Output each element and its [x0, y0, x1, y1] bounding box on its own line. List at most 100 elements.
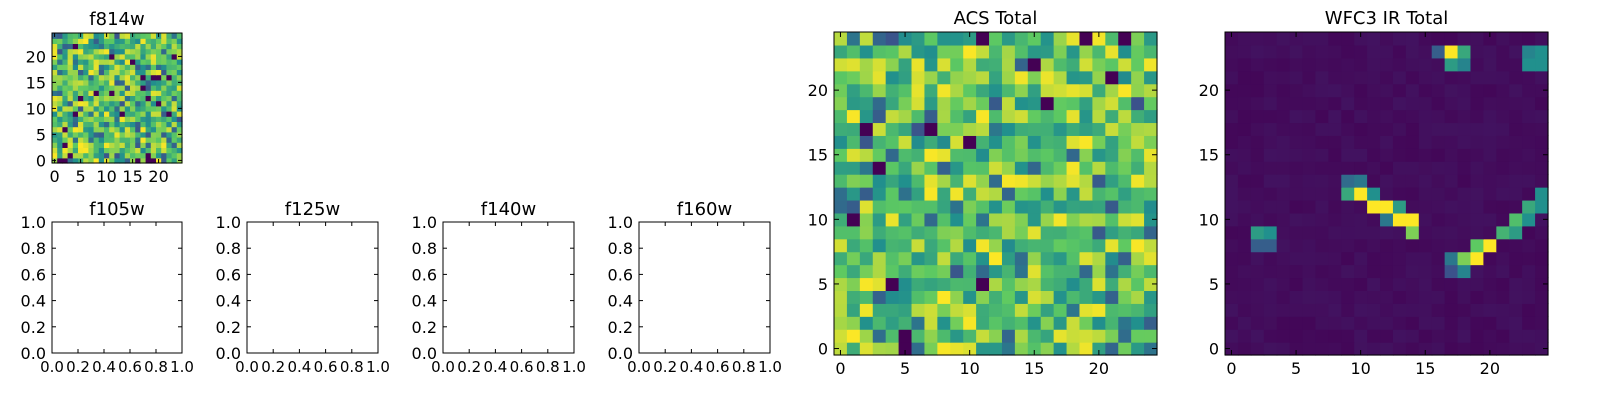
heatmap-cell — [1092, 277, 1106, 291]
y-tick-label: 10 — [1199, 210, 1219, 229]
heatmap-cell — [166, 74, 173, 81]
y-tick-label: 0 — [36, 151, 46, 170]
heatmap-cell — [114, 137, 121, 143]
heatmap-cell — [135, 147, 141, 154]
heatmap-cell — [1237, 277, 1252, 291]
heatmap-cell — [161, 74, 167, 81]
heatmap-cell — [1289, 342, 1304, 356]
heatmap-cell — [1328, 251, 1342, 266]
heatmap-cell — [1354, 32, 1368, 46]
heatmap-cell — [1131, 161, 1145, 175]
heatmap-cell — [67, 59, 74, 65]
heatmap-cell — [119, 85, 126, 91]
heatmap-cell — [104, 121, 110, 128]
heatmap-cell — [119, 64, 126, 70]
heatmap-cell — [1354, 290, 1368, 304]
heatmap-cell — [124, 152, 131, 159]
heatmap-cell — [1079, 290, 1093, 304]
heatmap-cell — [83, 43, 89, 50]
heatmap-cell — [1522, 212, 1536, 227]
heatmap-cell — [1250, 161, 1265, 175]
heatmap-cell — [924, 44, 938, 59]
heatmap-cell — [1302, 148, 1317, 162]
heatmap-cell — [1001, 212, 1016, 227]
heatmap-cell — [1341, 57, 1355, 72]
heatmap-cell — [1118, 342, 1132, 356]
heatmap-cell — [1367, 251, 1381, 266]
heatmap-cell — [1001, 161, 1016, 175]
heatmap-cell — [72, 48, 79, 55]
heatmap-cell — [1535, 148, 1549, 162]
heatmap-cell — [1118, 174, 1132, 188]
heatmap-cell — [1392, 251, 1407, 266]
heatmap-cell — [78, 111, 84, 117]
title-f125w: f125w — [285, 199, 340, 220]
x-tick-label: 1.0 — [758, 358, 782, 376]
heatmap-cell — [859, 148, 874, 162]
heatmap-cell — [859, 70, 874, 85]
heatmap-cell — [1144, 290, 1158, 304]
heatmap-cell — [93, 64, 100, 70]
heatmap-cell — [1470, 83, 1484, 98]
heatmap-cell — [1040, 251, 1055, 266]
heatmap-cell — [161, 142, 167, 148]
heatmap-cell — [1079, 212, 1093, 227]
heatmap-cell — [1392, 32, 1407, 46]
heatmap-cell — [88, 137, 95, 143]
heatmap-cell — [57, 121, 63, 128]
heatmap-cell — [1522, 238, 1536, 253]
heatmap-cell — [98, 152, 105, 159]
heatmap-cell — [963, 264, 977, 279]
y-tick-label: 0.4 — [608, 292, 633, 311]
heatmap-cell — [1418, 329, 1433, 343]
heatmap-cell — [1315, 225, 1329, 240]
heatmap-cell — [72, 147, 79, 154]
heatmap-cell — [834, 251, 848, 266]
heatmap-cell — [1053, 70, 1068, 85]
heatmap-cell — [140, 79, 147, 86]
heatmap-cell — [1405, 290, 1420, 304]
heatmap-cell — [1328, 199, 1342, 214]
heatmap-cell — [898, 109, 913, 124]
heatmap-cell — [1302, 174, 1317, 188]
heatmap-cell — [130, 137, 136, 143]
heatmap-cell — [1483, 148, 1497, 162]
heatmap-cell — [1276, 109, 1291, 124]
heatmap-cell — [1405, 96, 1420, 111]
heatmap-cell — [1014, 57, 1029, 72]
heatmap-cell — [1118, 264, 1132, 279]
heatmap-cell — [834, 238, 848, 253]
heatmap-cell — [911, 57, 926, 72]
heatmap-cell — [1092, 225, 1106, 240]
heatmap-cell — [1118, 96, 1132, 111]
heatmap-cell — [67, 43, 74, 50]
x-tick-label: 0 — [50, 167, 60, 186]
heatmap-cell — [1470, 342, 1484, 356]
heatmap-cell — [135, 69, 141, 76]
heatmap-cell — [1354, 264, 1368, 279]
heatmap-cell — [161, 111, 167, 117]
heatmap-cell — [1289, 148, 1304, 162]
heatmap-cell — [1105, 83, 1119, 98]
heatmap-cell — [1341, 32, 1355, 46]
heatmap-cell — [1496, 251, 1510, 266]
heatmap-cell — [1001, 290, 1016, 304]
heatmap-cell — [161, 69, 167, 76]
x-tick-label: 5 — [76, 167, 86, 186]
heatmap-cell — [83, 142, 89, 148]
heatmap-cell — [72, 157, 79, 164]
heatmap-cell — [150, 85, 157, 91]
heatmap-cell — [114, 43, 121, 50]
heatmap-cell — [885, 329, 900, 343]
heatmap-cell — [166, 53, 173, 60]
heatmap-cell — [1237, 161, 1252, 175]
heatmap-cell — [145, 152, 152, 159]
heatmap-cell — [1341, 174, 1355, 188]
y-tick-label: 5 — [818, 275, 828, 294]
heatmap-cell — [1144, 264, 1158, 279]
heatmap-cell — [135, 152, 141, 159]
heatmap-cell — [1457, 96, 1472, 111]
heatmap-cell — [1496, 161, 1510, 175]
heatmap-cell — [1225, 199, 1239, 214]
heatmap-cell — [846, 342, 861, 356]
